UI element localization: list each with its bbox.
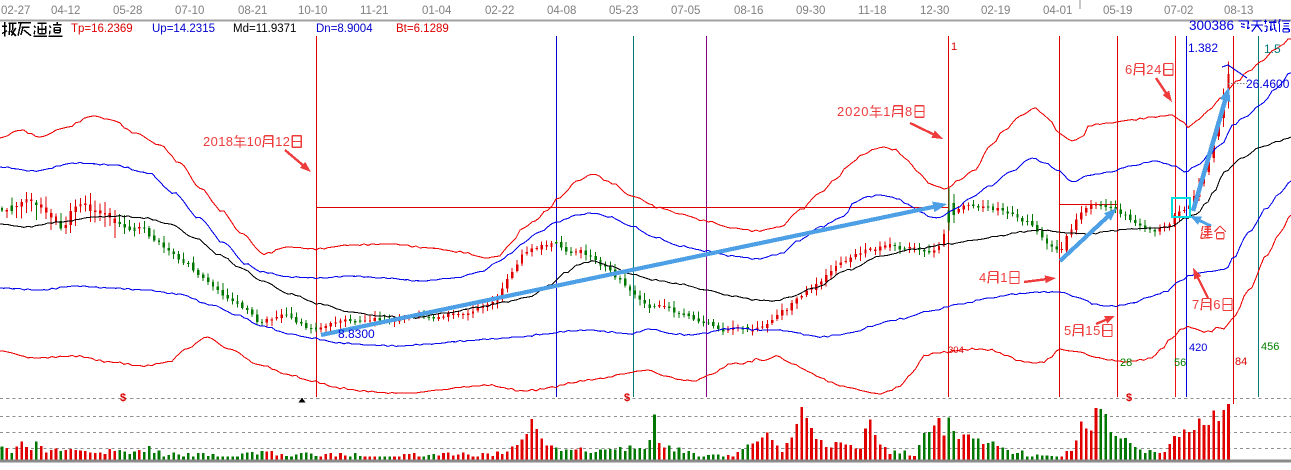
svg-text:02-22: 02-22 (485, 5, 514, 17)
svg-text:0: 0 (861, 104, 868, 119)
svg-text:02-19: 02-19 (981, 5, 1010, 17)
svg-text:0: 0 (254, 134, 261, 149)
svg-text:07-05: 07-05 (671, 5, 700, 17)
svg-text:1: 1 (951, 41, 957, 53)
svg-text:05-19: 05-19 (1103, 5, 1132, 17)
svg-text:$: $ (120, 392, 126, 404)
svg-text:28: 28 (1120, 357, 1132, 369)
svg-text:05-23: 05-23 (609, 5, 638, 17)
svg-text:5: 5 (1093, 323, 1100, 338)
svg-text:02-27: 02-27 (1, 5, 30, 17)
svg-text:09-30: 09-30 (796, 5, 825, 17)
svg-text:1: 1 (883, 104, 890, 119)
svg-text:08-21: 08-21 (238, 5, 267, 17)
svg-text:1: 1 (247, 134, 254, 149)
svg-text:1: 1 (218, 134, 225, 149)
svg-text:26.4600: 26.4600 (1246, 77, 1290, 91)
svg-text:8: 8 (905, 104, 912, 119)
svg-text:8: 8 (226, 134, 233, 149)
svg-text:Md=11.9371: Md=11.9371 (233, 23, 296, 35)
svg-text:6: 6 (1213, 297, 1220, 312)
svg-text:11-21: 11-21 (360, 5, 389, 17)
svg-text:84: 84 (1235, 356, 1247, 368)
svg-text:10-10: 10-10 (298, 5, 327, 17)
svg-text:07-02: 07-02 (1164, 5, 1193, 17)
svg-text:0: 0 (845, 104, 852, 119)
svg-text:1.5: 1.5 (1264, 42, 1281, 56)
svg-text:0: 0 (211, 134, 218, 149)
svg-text:12-30: 12-30 (920, 5, 949, 17)
svg-text:4: 4 (979, 270, 986, 285)
svg-text:$: $ (624, 392, 630, 404)
svg-text:6: 6 (1125, 62, 1132, 77)
svg-text:1: 1 (1000, 270, 1007, 285)
svg-text:1: 1 (275, 134, 282, 149)
svg-text:56: 56 (1174, 357, 1186, 369)
svg-text:01-04: 01-04 (422, 5, 452, 17)
svg-text:Tp=16.2369: Tp=16.2369 (71, 23, 133, 35)
svg-text:420: 420 (1189, 342, 1207, 354)
svg-text:08-13: 08-13 (1224, 5, 1253, 17)
svg-text:Bt=6.1289: Bt=6.1289 (396, 23, 449, 35)
svg-text:8.8300: 8.8300 (338, 327, 375, 341)
svg-text:$: $ (1126, 392, 1132, 404)
svg-text:11-18: 11-18 (858, 5, 887, 17)
svg-text:5: 5 (1064, 323, 1071, 338)
svg-text:2: 2 (1146, 62, 1153, 77)
svg-text:2: 2 (203, 134, 210, 149)
svg-text:456: 456 (1261, 341, 1279, 353)
svg-text:Up=14.2315: Up=14.2315 (152, 23, 215, 35)
svg-text:300386: 300386 (1189, 18, 1234, 33)
svg-text:1: 1 (1085, 323, 1092, 338)
svg-text:04-12: 04-12 (51, 5, 80, 17)
svg-text:4: 4 (1154, 62, 1161, 77)
svg-text:Dn=8.9004: Dn=8.9004 (316, 23, 373, 35)
svg-text:05-28: 05-28 (113, 5, 142, 17)
svg-text:04-08: 04-08 (547, 5, 576, 17)
svg-text:304: 304 (948, 345, 964, 356)
svg-text:7: 7 (1192, 297, 1199, 312)
svg-text:08-16: 08-16 (734, 5, 763, 17)
svg-text:04-01: 04-01 (1043, 5, 1072, 17)
svg-text:2: 2 (853, 104, 860, 119)
svg-text:07-10: 07-10 (175, 5, 204, 17)
svg-text:2: 2 (837, 104, 844, 119)
svg-text:2: 2 (283, 134, 290, 149)
svg-text:1.382: 1.382 (1188, 41, 1218, 55)
